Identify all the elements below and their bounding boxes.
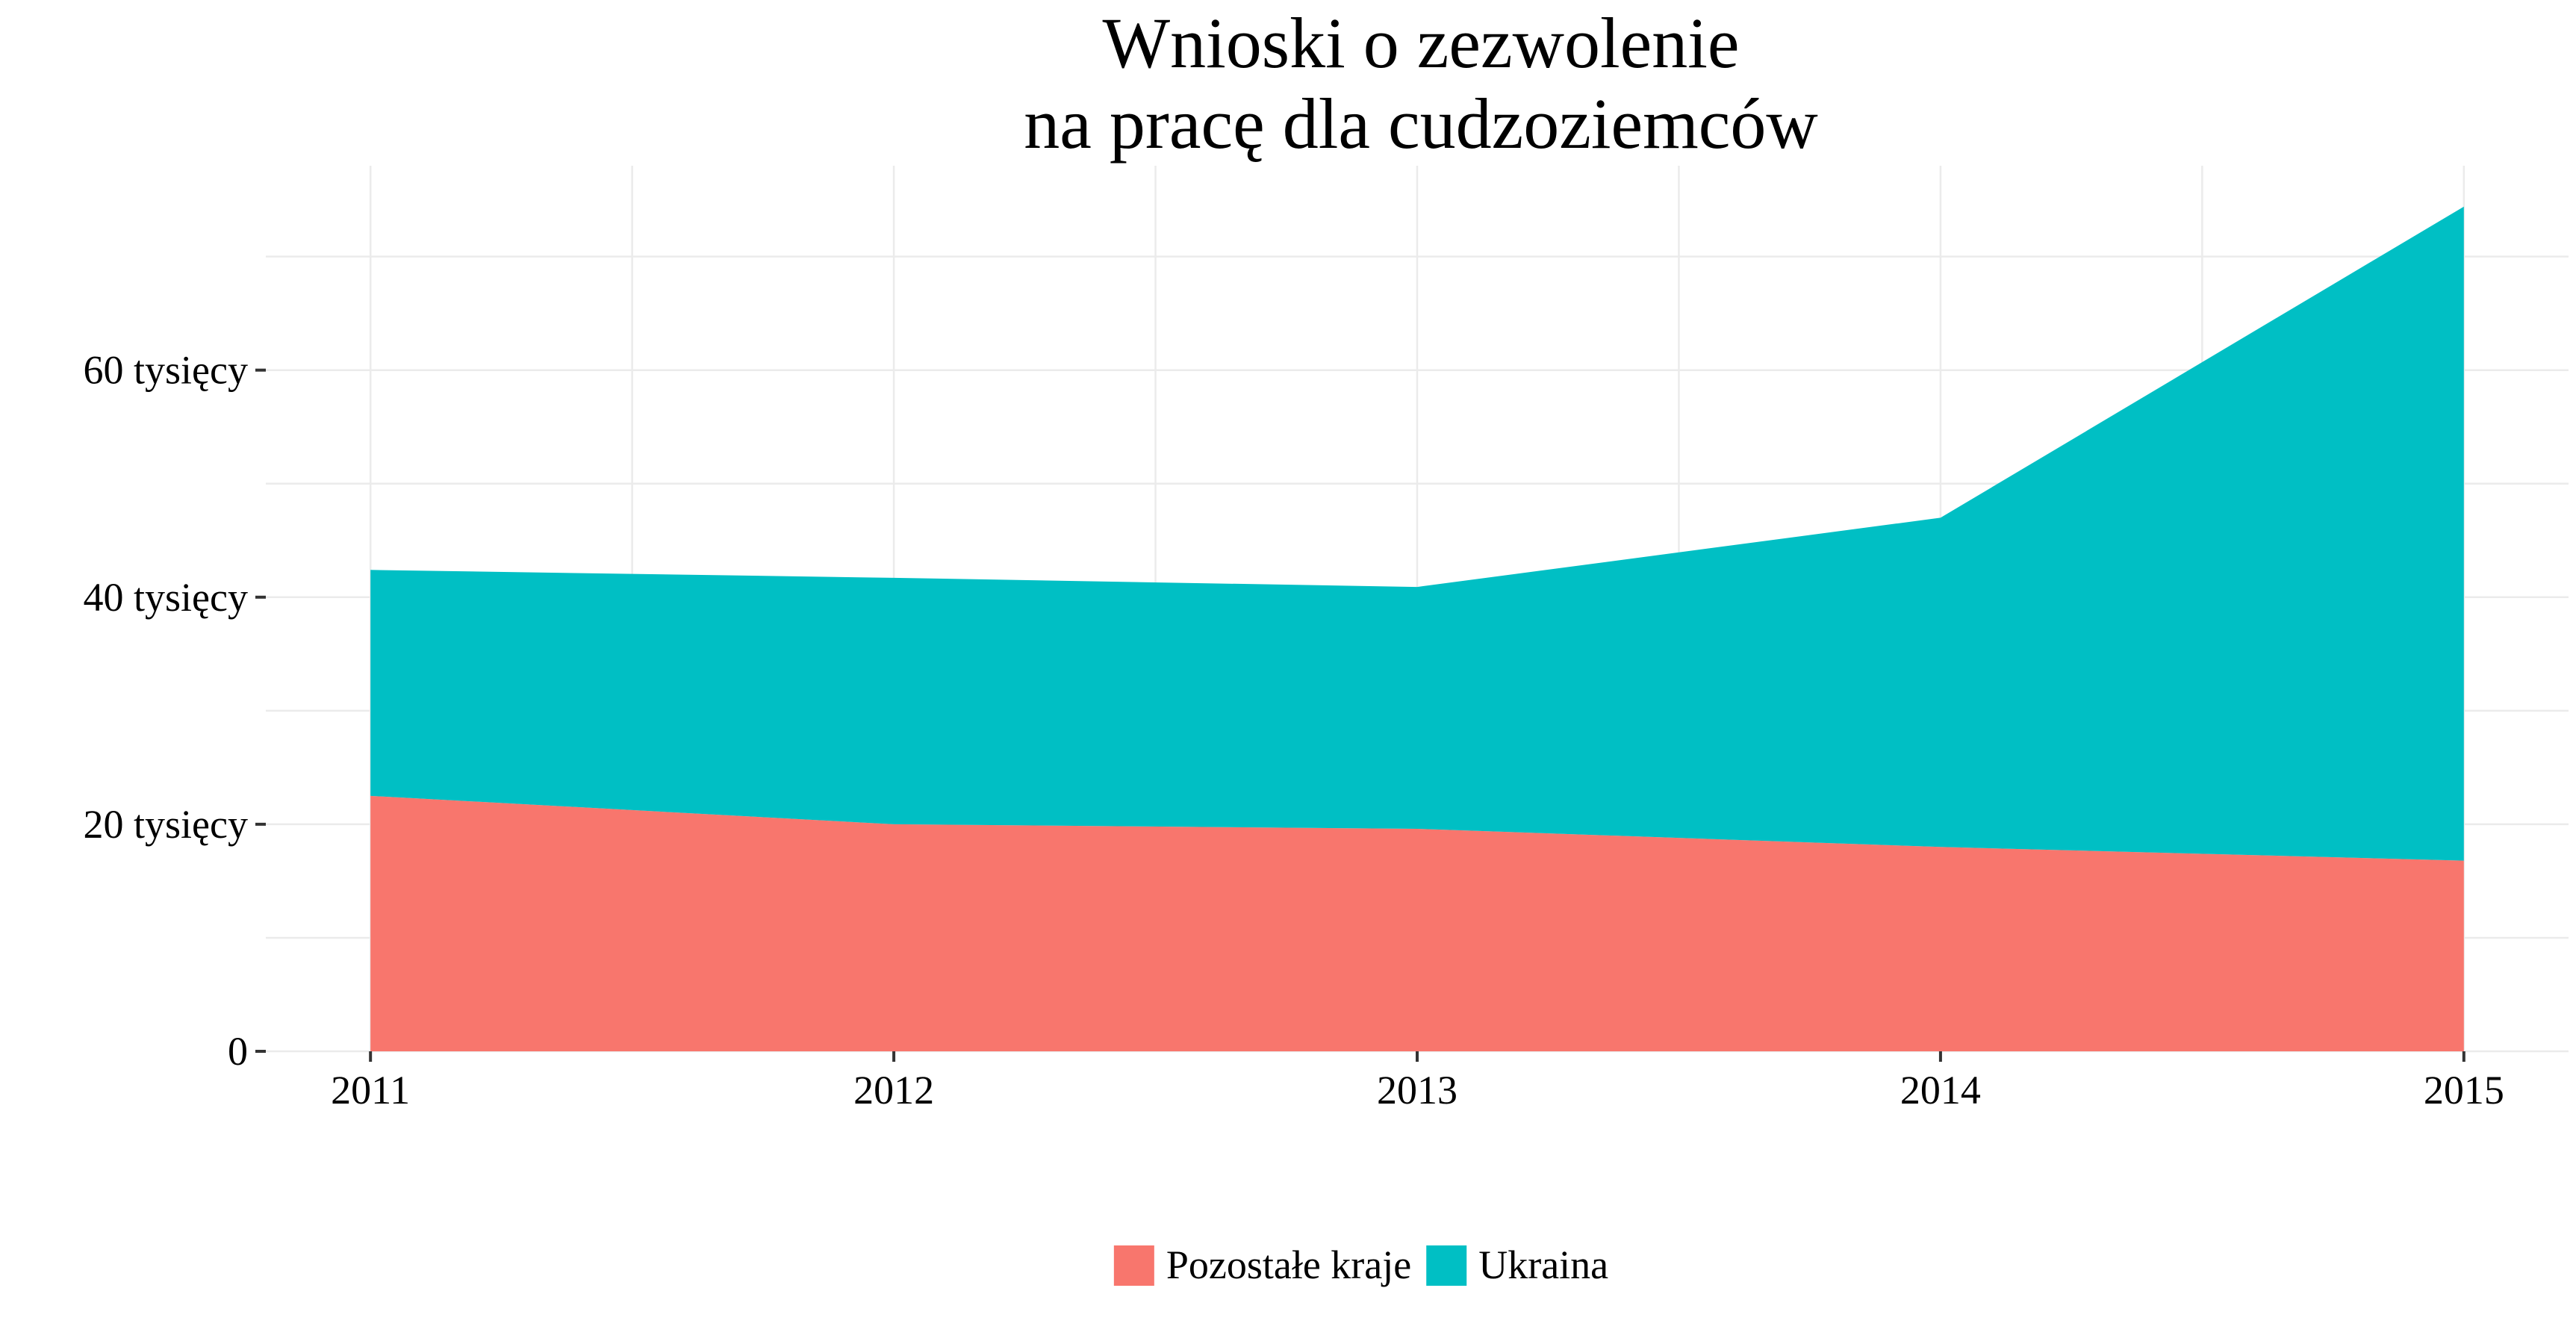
- x-tick-label: 2015: [2424, 1068, 2504, 1113]
- legend: Pozostałe kraje Ukraina: [1113, 1242, 1608, 1287]
- x-tick-label: 2011: [331, 1068, 410, 1113]
- area-series-ukraina: [370, 206, 2464, 861]
- x-tick-label: 2013: [1377, 1068, 1457, 1113]
- legend-swatch-pozostale-kraje: [1113, 1245, 1154, 1286]
- legend-label-ukraina: Ukraina: [1478, 1242, 1608, 1287]
- x-tick-label: 2012: [853, 1068, 934, 1113]
- y-axis: 0 20 tysięcy 40 tysięcy 60 tysięcy: [84, 348, 266, 1074]
- y-tick-label: 20 tysięcy: [84, 802, 248, 847]
- x-tick-label: 2014: [1900, 1068, 1981, 1113]
- legend-label-pozostale-kraje: Pozostałe kraje: [1166, 1242, 1411, 1287]
- y-tick-label: 40 tysięcy: [84, 575, 248, 620]
- y-tick-label: 60 tysięcy: [84, 348, 248, 393]
- y-tick-label: 0: [228, 1029, 248, 1074]
- plot-areas: [370, 206, 2464, 1051]
- chart-title-line-2: na pracę dla cudzoziemców: [1024, 84, 1817, 164]
- chart-title: Wnioski o zezwolenie na pracę dla cudzoz…: [1024, 3, 1817, 164]
- legend-swatch-ukraina: [1426, 1245, 1467, 1286]
- chart-title-line-1: Wnioski o zezwolenie: [1102, 3, 1739, 83]
- area-series-pozostale-kraje: [370, 795, 2464, 1051]
- x-axis: 2011 2012 2013 2014 2015: [331, 1051, 2504, 1113]
